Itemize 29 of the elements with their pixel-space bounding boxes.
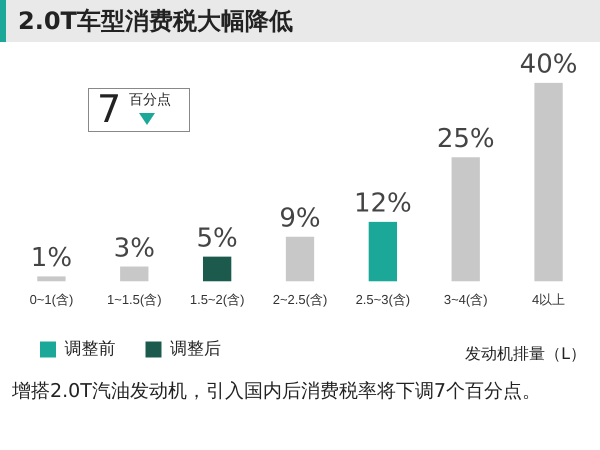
callout-box: 7 百分点 [88,88,190,132]
annotation: 百分点 [129,91,171,109]
bar [286,236,314,282]
text: 增搭2.0T汽油发动机，引入国内后消费税率将下调7个百分点。 [12,379,542,404]
annotation: 7 [97,87,122,131]
x-tick-label: 2~2.5(含) [272,292,328,307]
bar [202,256,232,282]
data-label: 9% [279,203,321,234]
chart-title: 2.0T车型消费税大幅降低 [0,0,600,42]
data-label: 5% [196,223,238,254]
data-label: 3% [114,233,155,264]
legend-label: 调整后 [170,339,221,358]
bar [452,157,480,282]
data-label: 12% [354,188,412,219]
legend-label: 调整前 [64,339,116,358]
bar [534,82,563,282]
x-tick-label: 4以上 [532,292,566,307]
x-tick-label: 0~1(含) [30,292,74,307]
x-tick-label: 3~4(含) [444,292,488,307]
data-label: 25% [436,124,495,154]
data-label: 1% [30,243,72,274]
bar [368,222,398,282]
bar [120,266,148,282]
data-label: 40% [520,50,578,80]
x-axis-title: 发动机排量（L） [465,344,586,365]
x-tick-label: 1~1.5(含) [107,292,162,307]
x-tick-label: 1.5~2(含) [190,292,244,307]
x-tick-label: 2.5~3(含) [356,292,410,307]
bar [37,276,66,282]
